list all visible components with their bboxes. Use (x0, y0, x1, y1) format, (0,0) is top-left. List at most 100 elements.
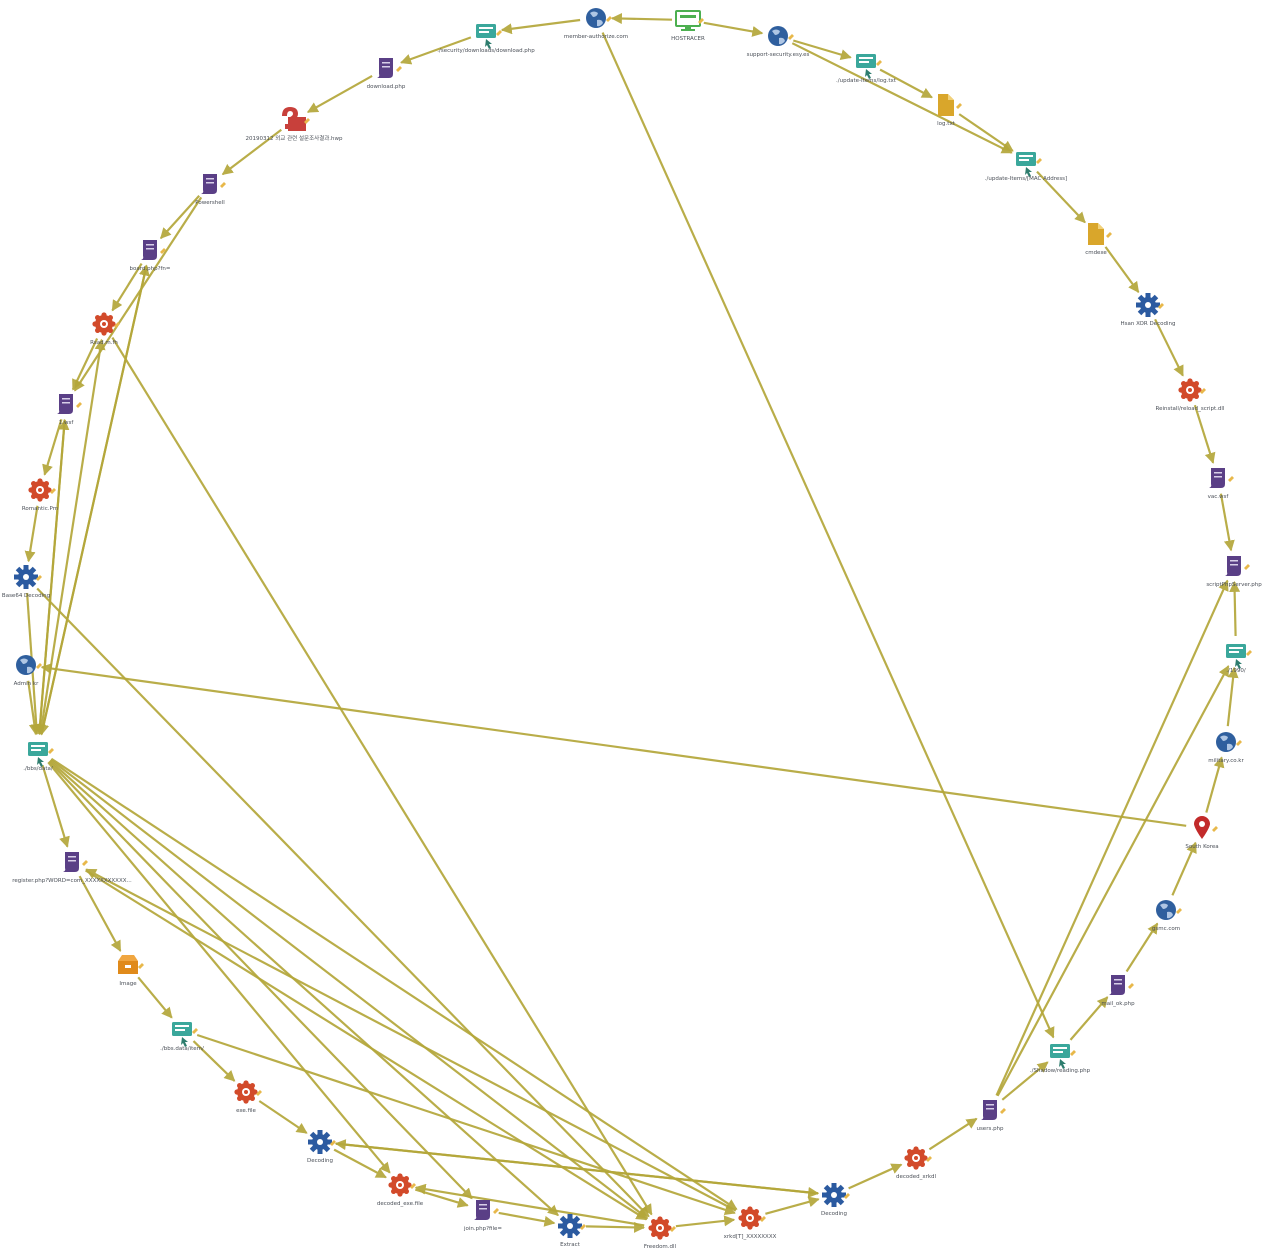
edge-support-to-update_log (792, 39, 852, 60)
node-scriptphp[interactable]: scriptPhpServer.php (1206, 556, 1262, 588)
pencil-icon (48, 748, 54, 754)
node-xrkd[interactable]: xrkd[T]_XXXXXXXX (724, 1206, 777, 1240)
node-board[interactable]: board.php?fn= (129, 240, 171, 272)
edge-users_php-to-shadow (1001, 1061, 1049, 1101)
node-rsad[interactable]: Rsad.m.fh (90, 312, 120, 346)
node-hwp[interactable]: 20190312 외교 관련 설문조사결과.hwp (245, 107, 343, 142)
pencil-icon (580, 1224, 586, 1230)
node-label: ./update-Items/[MAC Address] (985, 176, 1067, 182)
node-label: ./1990/ (1226, 668, 1246, 674)
node-military[interactable]: military.co.kr (1208, 732, 1244, 764)
script-icon (1109, 975, 1125, 995)
node-label: join.php?file= (463, 1226, 502, 1232)
edge-hwp-to-powershell (221, 128, 282, 176)
node-register[interactable]: register.php?WORD=com_XXXXXXXXXXX... (12, 852, 132, 884)
node-label: board.php?fn= (129, 266, 170, 272)
node-n1990[interactable]: ./1990/ (1226, 644, 1252, 674)
node-label: Powershell (195, 200, 225, 206)
pencil-icon (330, 1140, 336, 1146)
gear-icon (1136, 293, 1160, 317)
malware-icon (648, 1216, 672, 1240)
node-south_korea[interactable]: South Korea (1185, 816, 1219, 850)
edge-log_txt-to-update_mac (958, 113, 1014, 152)
malware-icon (28, 478, 52, 502)
edge-mail_ok-to-gsmc (1125, 922, 1159, 973)
node-xor_decoding[interactable]: Hsan XOR Decoding (1121, 293, 1176, 327)
node-extract[interactable]: Extract (558, 1214, 586, 1248)
node-label: gsmc.com (1152, 926, 1180, 932)
edge-security_dl-to-download_php (400, 36, 472, 65)
node-label: xrkd[T]_XXXXXXXX (724, 1234, 777, 1240)
edge-cmdtxt-to-xor_decoding (1104, 246, 1140, 293)
node-decoded_exe[interactable]: decoded_exe.file (377, 1173, 424, 1207)
pencil-icon (396, 66, 402, 72)
node-bbs_data[interactable]: ./bbs/data/ (23, 742, 54, 772)
node-image[interactable]: Image (118, 955, 144, 987)
node-gsmc[interactable]: gsmc.com (1152, 900, 1182, 932)
node-powershell[interactable]: Powershell (195, 174, 226, 206)
node-download_php[interactable]: download.php (367, 58, 406, 90)
malware-icon (234, 1080, 258, 1104)
node-label: Romantic.Pm (22, 506, 58, 512)
node-admin[interactable]: Admin kr (14, 655, 42, 687)
node-join_php[interactable]: join.php?file= (463, 1200, 502, 1232)
node-update_mac[interactable]: ./update-Items/[MAC Address] (985, 152, 1067, 182)
edge-decoded_xrkb-to-users_php (928, 1117, 978, 1151)
web-page-icon (476, 24, 496, 49)
edge-bbs_data-to-register (41, 764, 70, 848)
edge-bbs_data-to-join_php (48, 760, 473, 1200)
edge-bbs_data-to-freedom (50, 758, 649, 1220)
node-decoded_xrkb[interactable]: decoded_xrkdl (896, 1146, 937, 1180)
edge-shadow-to-mail_ok (1069, 996, 1109, 1041)
node-label: vac.wsf (1208, 494, 1230, 500)
node-support[interactable]: support-security.esy.es (747, 26, 810, 58)
pencil-icon (160, 248, 166, 254)
edge-freedom-to-decoded_exe (414, 1183, 645, 1227)
node-log_txt[interactable]: log.txt (937, 94, 962, 127)
node-decoding_a[interactable]: Decoding (307, 1130, 336, 1164)
node-shadow[interactable]: ./Shadow/reading.php (1030, 1044, 1091, 1074)
edge-south_korea-to-admin (40, 663, 1187, 827)
node-exe_file[interactable]: exe.file (234, 1080, 262, 1114)
node-label: exe.file (236, 1108, 256, 1114)
node-update_log[interactable]: ./update-Items/log.txt (836, 54, 897, 84)
node-security_dl[interactable]: ./security/downloads/download.php (437, 24, 535, 54)
node-reinstall[interactable]: Reinstall/reload_script.dll (1156, 378, 1225, 412)
node-label: decoded_xrkdl (896, 1174, 937, 1180)
node-romantic[interactable]: Romantic.Pm (22, 478, 58, 512)
malware-icon (904, 1146, 928, 1170)
pencil-icon (1244, 564, 1250, 570)
node-hostracer[interactable]: HOSTRACER (671, 10, 705, 42)
node-label: Admin kr (14, 681, 39, 687)
edge-bbs_data-to-rsad (39, 338, 106, 735)
node-label: ./security/downloads/download.php (437, 48, 535, 54)
node-label: ./bbs/data/ (23, 766, 53, 772)
edge-bbs_data-to-extract (49, 759, 559, 1217)
script-icon (141, 240, 157, 260)
node-freedom[interactable]: Freedom.dll (644, 1216, 677, 1249)
pencil-icon (496, 30, 502, 36)
node-label: HOSTRACER (671, 36, 705, 42)
pencil-icon (760, 1216, 766, 1222)
node-users_php[interactable]: users.php (976, 1100, 1006, 1132)
globe-icon (768, 26, 788, 46)
node-cmdtxt[interactable]: cmdexe (1085, 223, 1112, 256)
node-member[interactable]: member-authorize.com (564, 8, 628, 40)
pencil-icon (1158, 303, 1164, 309)
edge-board-to-rsad (111, 263, 143, 312)
edge-exe_file-to-decoding_a (258, 1100, 308, 1134)
archive-icon (118, 955, 138, 974)
node-label: register.php?WORD=com_XXXXXXXXXXX... (12, 878, 132, 884)
node-base64[interactable]: Base64 Decoding (2, 565, 50, 599)
node-vac_wsf[interactable]: vac.wsf (1208, 468, 1234, 500)
node-label: cmdexe (1085, 250, 1107, 256)
script-icon (63, 852, 79, 872)
node-bbs_item[interactable]: ./bbs.data/item/ (160, 1022, 204, 1052)
edge-reinstall-to-vac_wsf (1193, 404, 1216, 464)
pencil-icon (788, 34, 794, 40)
node-wsf1[interactable]: 1.wsf (57, 394, 82, 426)
pencil-icon (698, 18, 704, 24)
node-decoding_b[interactable]: Decoding (821, 1183, 850, 1217)
pencil-icon (1000, 1108, 1006, 1114)
node-mail_ok[interactable]: mail_ok.php (1101, 975, 1135, 1007)
